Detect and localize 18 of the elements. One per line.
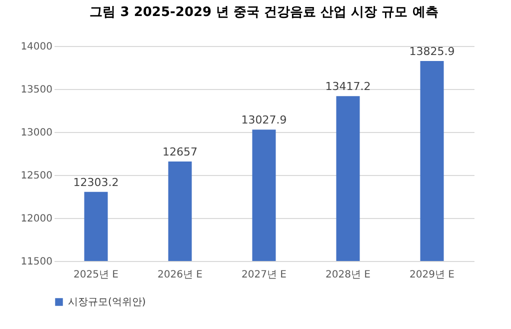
y-tick-label: 14000 xyxy=(20,42,52,52)
y-tick-label: 12500 xyxy=(20,170,52,182)
x-tick-label: 2027년 E xyxy=(242,270,286,280)
y-tick-label: 13000 xyxy=(20,128,52,138)
x-tick-label: 2028년 E xyxy=(326,270,370,280)
legend-label: 시장규모(억위안) xyxy=(68,297,146,308)
data-label: 12303.2 xyxy=(73,176,119,189)
y-tick-label: 11500 xyxy=(20,256,52,268)
y-tick-label: 13500 xyxy=(20,84,52,96)
data-label: 12657 xyxy=(162,146,198,158)
chart-title: 그림 3 2025-2029 년 중국 건강음료 산업 시장 규모 예측 xyxy=(90,5,438,20)
x-tick-label: 2029년 E xyxy=(410,270,454,280)
x-tick-label: 2026년 E xyxy=(158,270,202,280)
x-tick-label: 2025년 E xyxy=(74,270,118,280)
data-label: 13825.9 xyxy=(409,44,455,58)
data-label: 13027.9 xyxy=(241,114,287,127)
y-tick-label: 12000 xyxy=(20,214,52,224)
data-label: 13417.2 xyxy=(325,80,371,94)
